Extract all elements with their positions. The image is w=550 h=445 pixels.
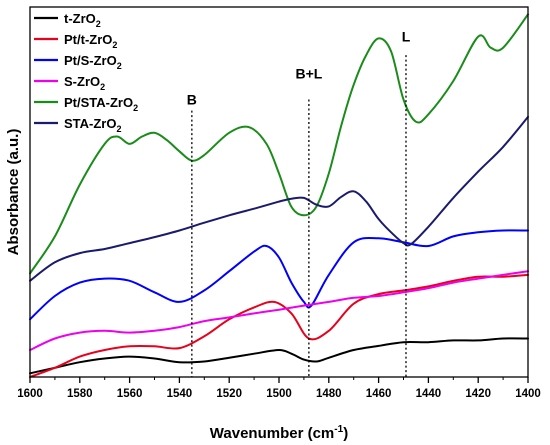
annotation-label-3: L [402, 29, 411, 45]
x-tick-label-1440: 1440 [416, 388, 442, 400]
x-tick-label-1520: 1520 [216, 388, 242, 400]
legend-label-6: STA-ZrO2 [64, 116, 122, 134]
x-axis-title-sup: -1 [334, 424, 343, 435]
x-tick-label-1460: 1460 [366, 388, 392, 400]
x-tick-label-1480: 1480 [316, 388, 342, 400]
x-tick-label-1600: 1600 [17, 388, 43, 400]
x-axis-title: Wavenumber (cm-1) [210, 424, 348, 442]
legend-label-1: t-ZrO2 [64, 11, 101, 29]
legend-label-3: Pt/S-ZrO2 [64, 53, 122, 71]
annotation-label-2: B+L [295, 66, 322, 82]
x-tick-label-1420: 1420 [465, 388, 491, 400]
series-line-5 [29, 13, 529, 275]
series-line-2 [29, 273, 529, 378]
y-axis-title: Absorbance (a.u.) [5, 129, 22, 256]
series-line-3 [29, 229, 529, 321]
x-tick-label-1560: 1560 [117, 388, 143, 400]
plot-lines [29, 13, 529, 378]
series-line-6 [29, 115, 529, 282]
series-line-4 [29, 270, 529, 351]
x-tick-label-1500: 1500 [266, 388, 292, 400]
legend: t-ZrO2 Pt/t-ZrO2 Pt/S-ZrO2 S-ZrO2 Pt/STA-ZrO… [34, 11, 138, 134]
legend-label-2: Pt/t-ZrO2 [64, 32, 117, 50]
x-tick-label-1400: 1400 [515, 388, 541, 400]
series-line-1 [29, 337, 529, 375]
x-axis-ticks: 1600 1580 1560 1540 1520 1500 1480 1460 1440 1420… [17, 377, 541, 400]
legend-label-5: Pt/STA-ZrO2 [64, 95, 138, 113]
annotations: B B+L L [187, 29, 411, 377]
legend-label-4: S-ZrO2 [64, 74, 105, 92]
x-tick-label-1540: 1540 [167, 388, 193, 400]
x-axis-title-close: ) [343, 425, 348, 442]
x-axis-title-main: Wavenumber (cm [210, 425, 334, 442]
annotation-label-1: B [187, 92, 197, 108]
x-tick-label-1580: 1580 [67, 388, 93, 400]
